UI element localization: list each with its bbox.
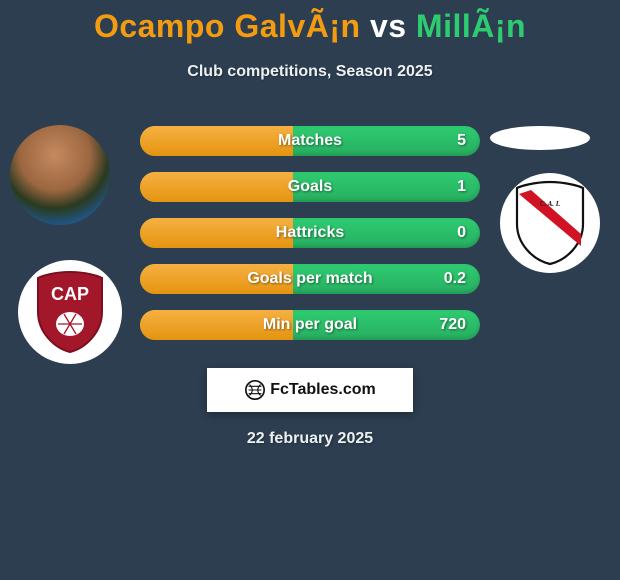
stat-label: Goals	[288, 178, 332, 196]
shield-icon: C. A. I.	[511, 180, 589, 266]
stat-row: Matches 5	[140, 126, 480, 156]
fctables-icon	[244, 379, 266, 401]
stat-value-right: 0	[457, 224, 466, 242]
player1-avatar	[10, 125, 110, 225]
footer-date: 22 february 2025	[10, 430, 610, 448]
stat-row: Goals 1	[140, 172, 480, 202]
stat-value-right: 720	[439, 316, 466, 334]
player2-name: MillÃ¡n	[416, 8, 526, 44]
stat-fill-player1	[140, 172, 293, 202]
club-badge-right: C. A. I.	[500, 173, 600, 273]
stat-label: Hattricks	[276, 224, 344, 242]
vs-label: vs	[370, 8, 407, 44]
shield-icon: CAP	[34, 270, 106, 354]
stat-label: Min per goal	[263, 316, 357, 334]
stat-fill-player1	[140, 126, 293, 156]
player2-avatar	[490, 126, 590, 150]
stat-value-right: 5	[457, 132, 466, 150]
comparison-title: Ocampo GalvÃ¡n vs MillÃ¡n	[10, 0, 610, 45]
stat-fill-player1	[140, 218, 293, 248]
stat-label: Goals per match	[247, 270, 372, 288]
svg-text:C. A. I.: C. A. I.	[540, 200, 561, 208]
stat-label: Matches	[278, 132, 342, 150]
stat-value-right: 0.2	[444, 270, 466, 288]
brand-text: FcTables.com	[270, 381, 376, 399]
brand-box: FcTables.com	[207, 368, 413, 412]
svg-text:CAP: CAP	[51, 284, 89, 304]
player1-name: Ocampo GalvÃ¡n	[94, 8, 361, 44]
club-badge-left: CAP	[18, 260, 122, 364]
stat-row: Goals per match 0.2	[140, 264, 480, 294]
stat-value-right: 1	[457, 178, 466, 196]
stat-row: Min per goal 720	[140, 310, 480, 340]
stat-row: Hattricks 0	[140, 218, 480, 248]
subtitle: Club competitions, Season 2025	[10, 63, 610, 81]
